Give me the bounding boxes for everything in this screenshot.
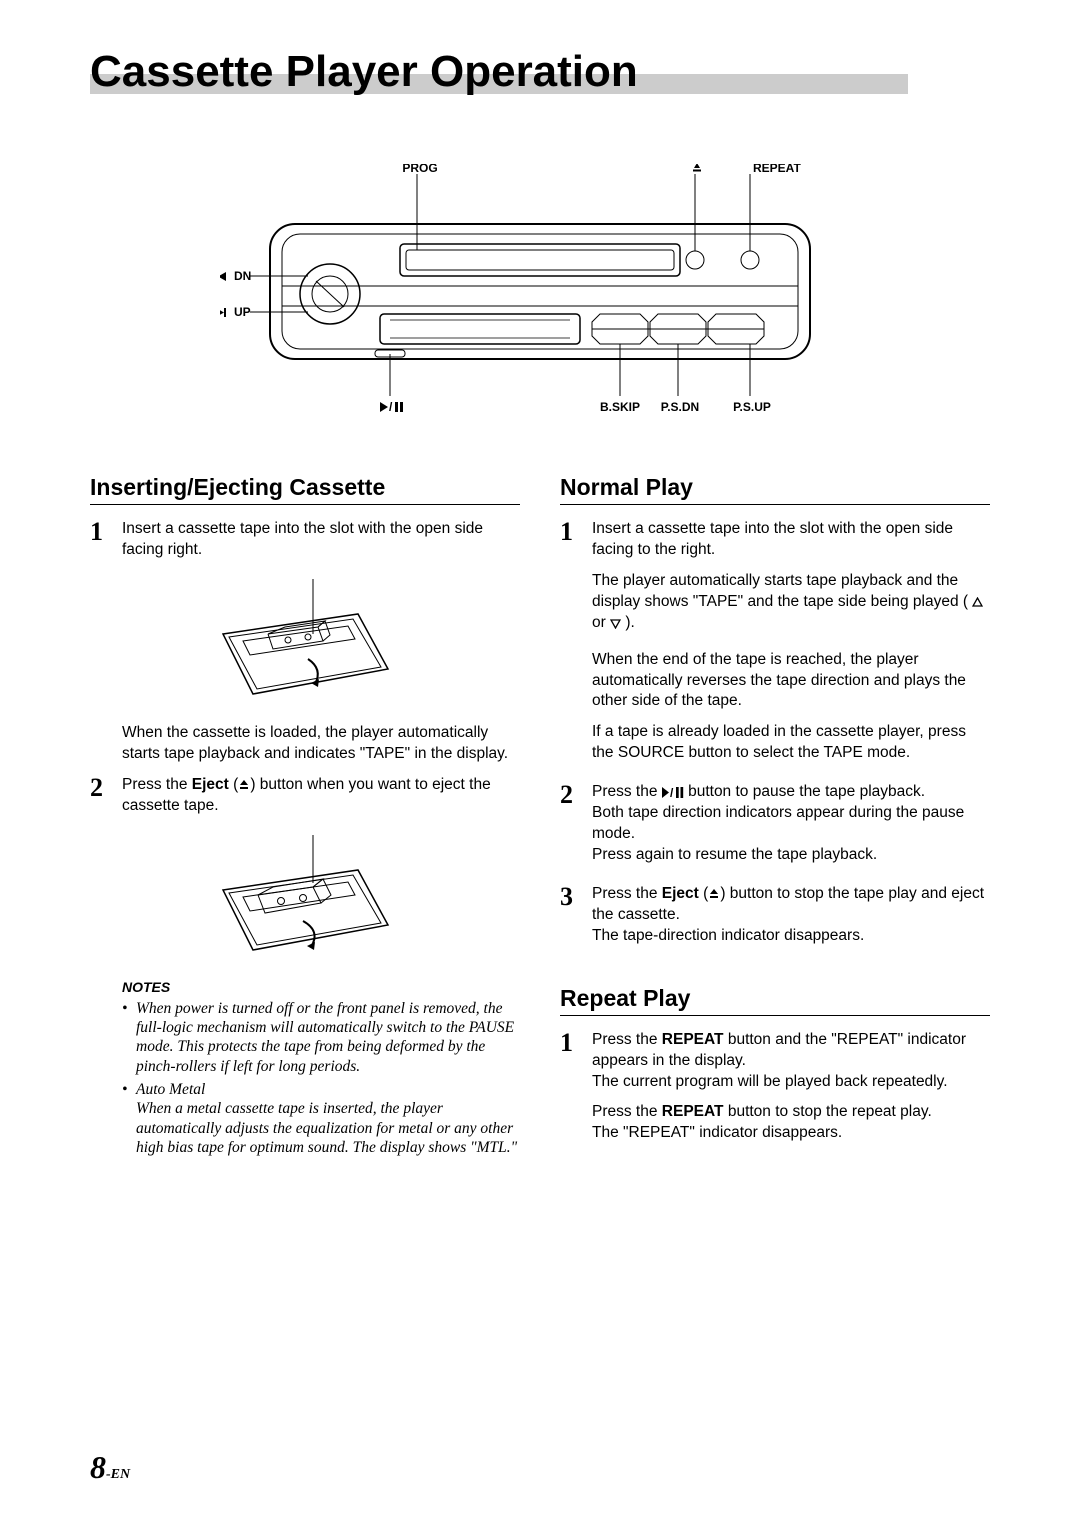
tape-side-up-icon	[972, 597, 983, 608]
step-text: If a tape is already loaded in the casse…	[592, 722, 990, 764]
play-pause-icon: /	[380, 400, 403, 414]
prog-label: PROG	[402, 164, 437, 175]
step-1-followup: When the cassette is loaded, the player …	[90, 723, 520, 765]
step-1: 1 Insert a cassette tape into the slot w…	[560, 519, 990, 774]
page-footer: 8-EN	[90, 1449, 130, 1486]
tape-side-down-icon	[610, 618, 621, 629]
step-2: 2 Press the Eject () button when you wan…	[90, 775, 520, 827]
step-1: 1 Insert a cassette tape into the slot w…	[90, 519, 520, 571]
step-text: When the end of the tape is reached, the…	[592, 650, 990, 713]
psdn-label: P.S.DN	[661, 400, 699, 414]
step-text: Press the REPEAT button and the "REPEAT"…	[592, 1030, 990, 1072]
repeat-play-section: Repeat Play 1 Press the REPEAT button an…	[560, 985, 990, 1155]
step-text: Insert a cassette tape into the slot wit…	[592, 519, 990, 561]
bskip-label: B.SKIP	[600, 400, 640, 414]
step-2: 2 Press the / button to pause the tape p…	[560, 782, 990, 876]
play-pause-icon: /	[662, 787, 684, 798]
step-number: 2	[560, 782, 582, 876]
step-text: Press again to resume the tape playback.	[592, 845, 990, 866]
step-text: Insert a cassette tape into the slot wit…	[122, 519, 520, 561]
step-number: 1	[90, 519, 112, 571]
page-title: Cassette Player Operation	[90, 50, 908, 94]
step-text: Press the / button to pause the tape pla…	[592, 782, 990, 803]
step-number: 3	[560, 884, 582, 957]
right-column: Normal Play 1 Insert a cassette tape int…	[560, 474, 990, 1186]
section-title-insert-eject: Inserting/Ejecting Cassette	[90, 474, 520, 505]
section-title-normal-play: Normal Play	[560, 474, 990, 505]
step-text: The "REPEAT" indicator disappears.	[592, 1123, 990, 1144]
notes-list: When power is turned off or the front pa…	[90, 999, 520, 1158]
step-text: Press the Eject () button to stop the ta…	[592, 884, 990, 926]
ff-next-icon	[220, 308, 226, 317]
step-text: The current program will be played back …	[592, 1072, 990, 1093]
svg-text:/: /	[389, 400, 393, 414]
normal-play-section: Normal Play 1 Insert a cassette tape int…	[560, 474, 990, 957]
psup-label: P.S.UP	[733, 400, 771, 414]
inserting-ejecting-section: Inserting/Ejecting Cassette 1 Insert a c…	[90, 474, 520, 1158]
step-text: Press the Eject () button when you want …	[122, 775, 520, 817]
notes-heading: NOTES	[90, 979, 520, 995]
repeat-label: REPEAT	[753, 164, 801, 175]
step-text: The tape-direction indicator disappears.	[592, 926, 990, 947]
step-3: 3 Press the Eject () button to stop the …	[560, 884, 990, 957]
step-1: 1 Press the REPEAT button and the "REPEA…	[560, 1030, 990, 1155]
eject-icon	[693, 164, 701, 172]
step-number: 2	[90, 775, 112, 827]
rew-prev-icon	[220, 272, 226, 281]
note-item: When power is turned off or the front pa…	[122, 999, 520, 1077]
section-title-repeat-play: Repeat Play	[560, 985, 990, 1016]
page-number: 8	[90, 1449, 106, 1485]
step-text: The player automatically starts tape pla…	[592, 571, 990, 634]
main-diagram: PROG REPEAT DN UP / B.SKIP P.S.DN P.S.UP	[90, 164, 990, 424]
step-text: Press the REPEAT button to stop the repe…	[592, 1102, 990, 1123]
step-number: 1	[560, 519, 582, 774]
up-label: UP	[234, 305, 251, 319]
left-column: Inserting/Ejecting Cassette 1 Insert a c…	[90, 474, 520, 1186]
step-text: Both tape direction indicators appear du…	[592, 803, 990, 845]
note-item: Auto Metal When a metal cassette tape is…	[122, 1080, 520, 1158]
insert-cassette-illustration	[90, 579, 520, 709]
dn-label: DN	[234, 269, 251, 283]
svg-text:/: /	[670, 787, 674, 798]
cassette-player-diagram-svg: PROG REPEAT DN UP / B.SKIP P.S.DN P.S.UP	[220, 164, 860, 424]
eject-cassette-illustration	[90, 835, 520, 965]
page-code: -EN	[106, 1467, 130, 1482]
eject-icon	[238, 779, 250, 791]
eject-icon	[708, 888, 720, 900]
step-number: 1	[560, 1030, 582, 1155]
